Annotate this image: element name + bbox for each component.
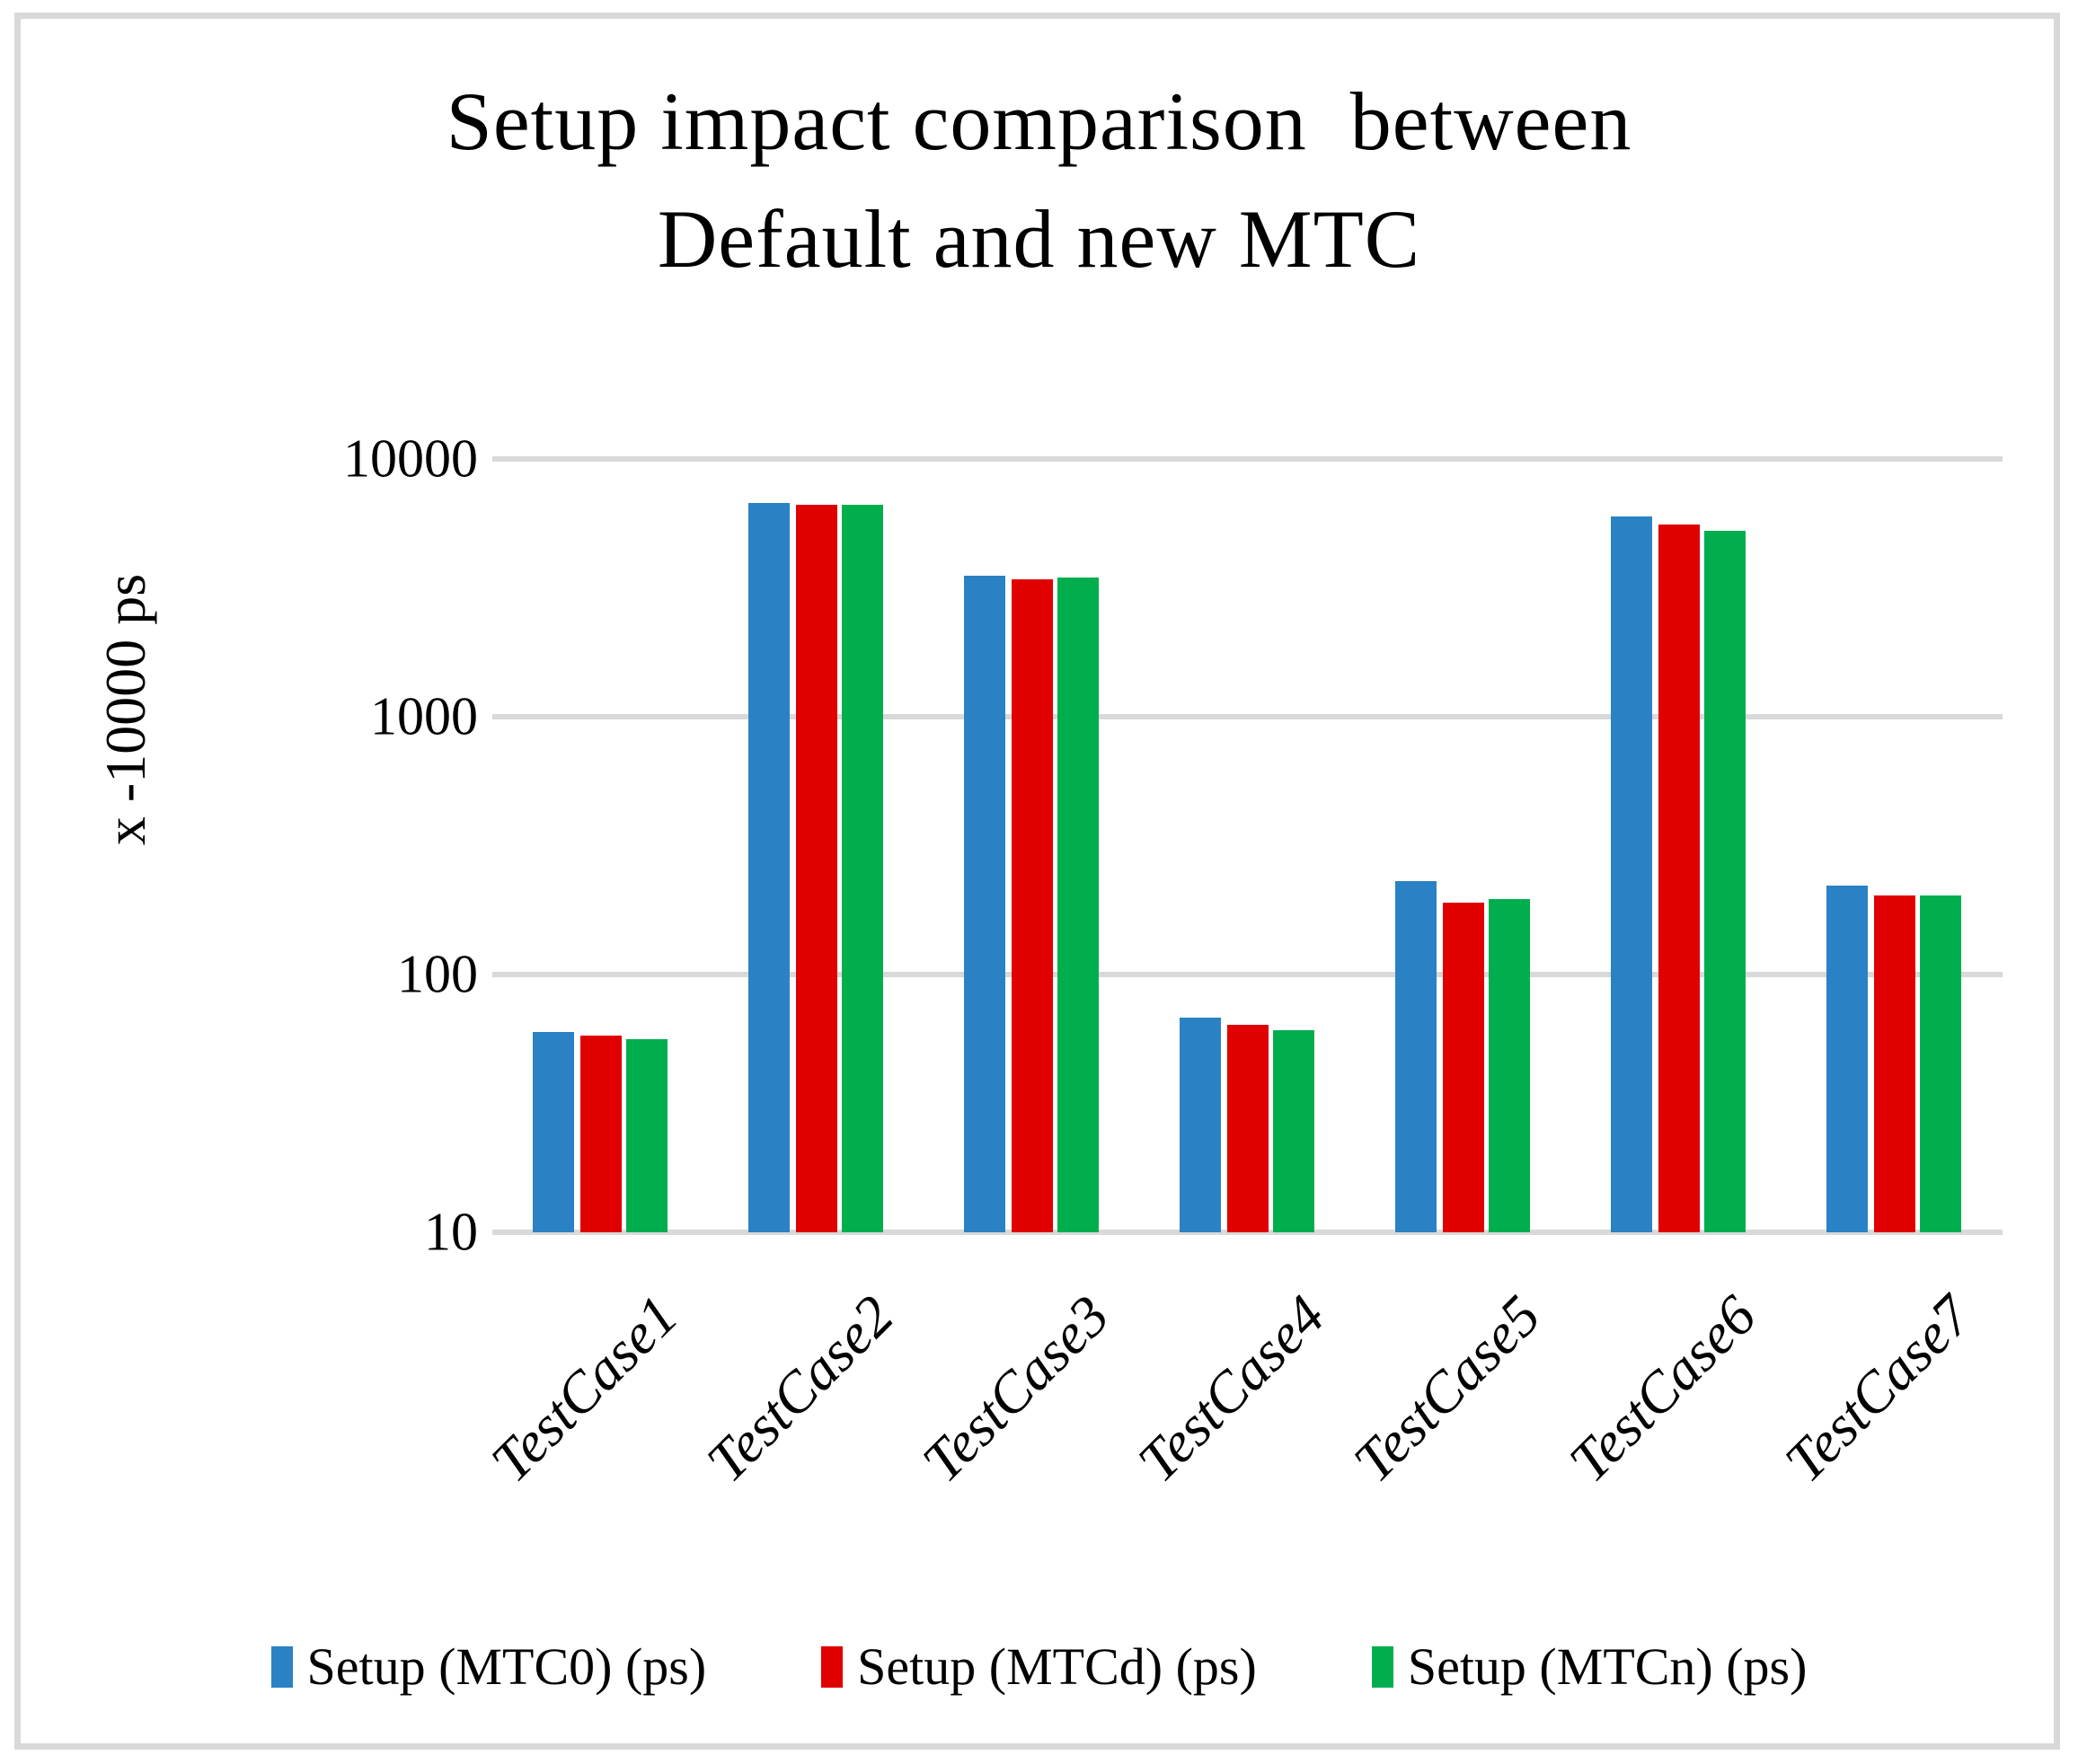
legend: Setup (MTC0) (ps) Setup (MTCd) (ps) Setup … — [0, 1636, 2078, 1697]
bar-testcase7-series1 — [1873, 895, 1915, 1232]
chart-title: Setup impact comparison between Default … — [446, 75, 1632, 285]
bar-testcase6-series0 — [1611, 516, 1652, 1232]
legend-swatch-icon — [821, 1645, 844, 1688]
x-tick-label-testcase2: TestCase2 — [694, 1283, 906, 1495]
bar-testcase2-series1 — [795, 505, 837, 1232]
y-axis-title-text: x -10000 ps — [93, 573, 157, 846]
gridline-100 — [492, 972, 2003, 977]
x-tick-label-testcase5: TestCase5 — [1340, 1283, 1552, 1495]
bar-testcase1-series1 — [579, 1035, 622, 1232]
gridline-10 — [492, 1230, 2003, 1235]
y-tick-label-10: 10 — [424, 1202, 478, 1262]
bar-testcase6-series2 — [1704, 530, 1746, 1232]
legend-item-series2: Setup (MTCn) (ps) — [1371, 1636, 1808, 1697]
bar-testcase6-series1 — [1658, 525, 1700, 1232]
bar-testcase1-series0 — [533, 1031, 574, 1232]
x-tick-label-testcase1: TestCase1 — [478, 1283, 690, 1495]
bar-testcase3-series0 — [964, 576, 1005, 1232]
gridline-10000 — [492, 456, 2003, 462]
y-tick-label-10000: 10000 — [343, 428, 478, 489]
x-tick-label-testcase3: TestCase3 — [909, 1283, 1121, 1495]
bar-testcase2-series0 — [748, 502, 790, 1232]
x-tick-label-testcase4: TestCase4 — [1125, 1283, 1337, 1495]
x-tick-label-testcase7: TestCase7 — [1772, 1283, 1984, 1495]
legend-label: Setup (MTC0) (ps) — [306, 1637, 707, 1696]
gridline-1000 — [492, 714, 2003, 719]
bar-testcase7-series2 — [1920, 895, 1961, 1232]
legend-item-series0: Setup (MTC0) (ps) — [270, 1636, 707, 1697]
legend-label: Setup (MTCn) (ps) — [1407, 1637, 1808, 1696]
bar-testcase5-series1 — [1442, 902, 1484, 1232]
bar-testcase3-series2 — [1057, 577, 1099, 1232]
bar-testcase4-series1 — [1226, 1024, 1269, 1232]
y-tick-label-100: 100 — [397, 944, 478, 1004]
bar-testcase5-series2 — [1489, 899, 1530, 1232]
bar-testcase1-series2 — [626, 1039, 668, 1232]
y-tick-label-1000: 1000 — [370, 686, 478, 746]
bar-testcase3-series1 — [1011, 579, 1053, 1232]
bar-testcase7-series0 — [1826, 886, 1868, 1232]
legend-label: Setup (MTCd) (ps) — [857, 1637, 1257, 1696]
legend-swatch-icon — [1371, 1645, 1393, 1688]
x-tick-label-testcase6: TestCase6 — [1556, 1283, 1768, 1495]
bar-testcase4-series0 — [1180, 1018, 1221, 1232]
bar-testcase5-series0 — [1395, 880, 1437, 1232]
legend-item-series1: Setup (MTCd) (ps) — [821, 1636, 1257, 1697]
bar-testcase4-series2 — [1273, 1029, 1314, 1232]
legend-swatch-icon — [270, 1645, 293, 1688]
bar-testcase2-series2 — [842, 504, 883, 1232]
